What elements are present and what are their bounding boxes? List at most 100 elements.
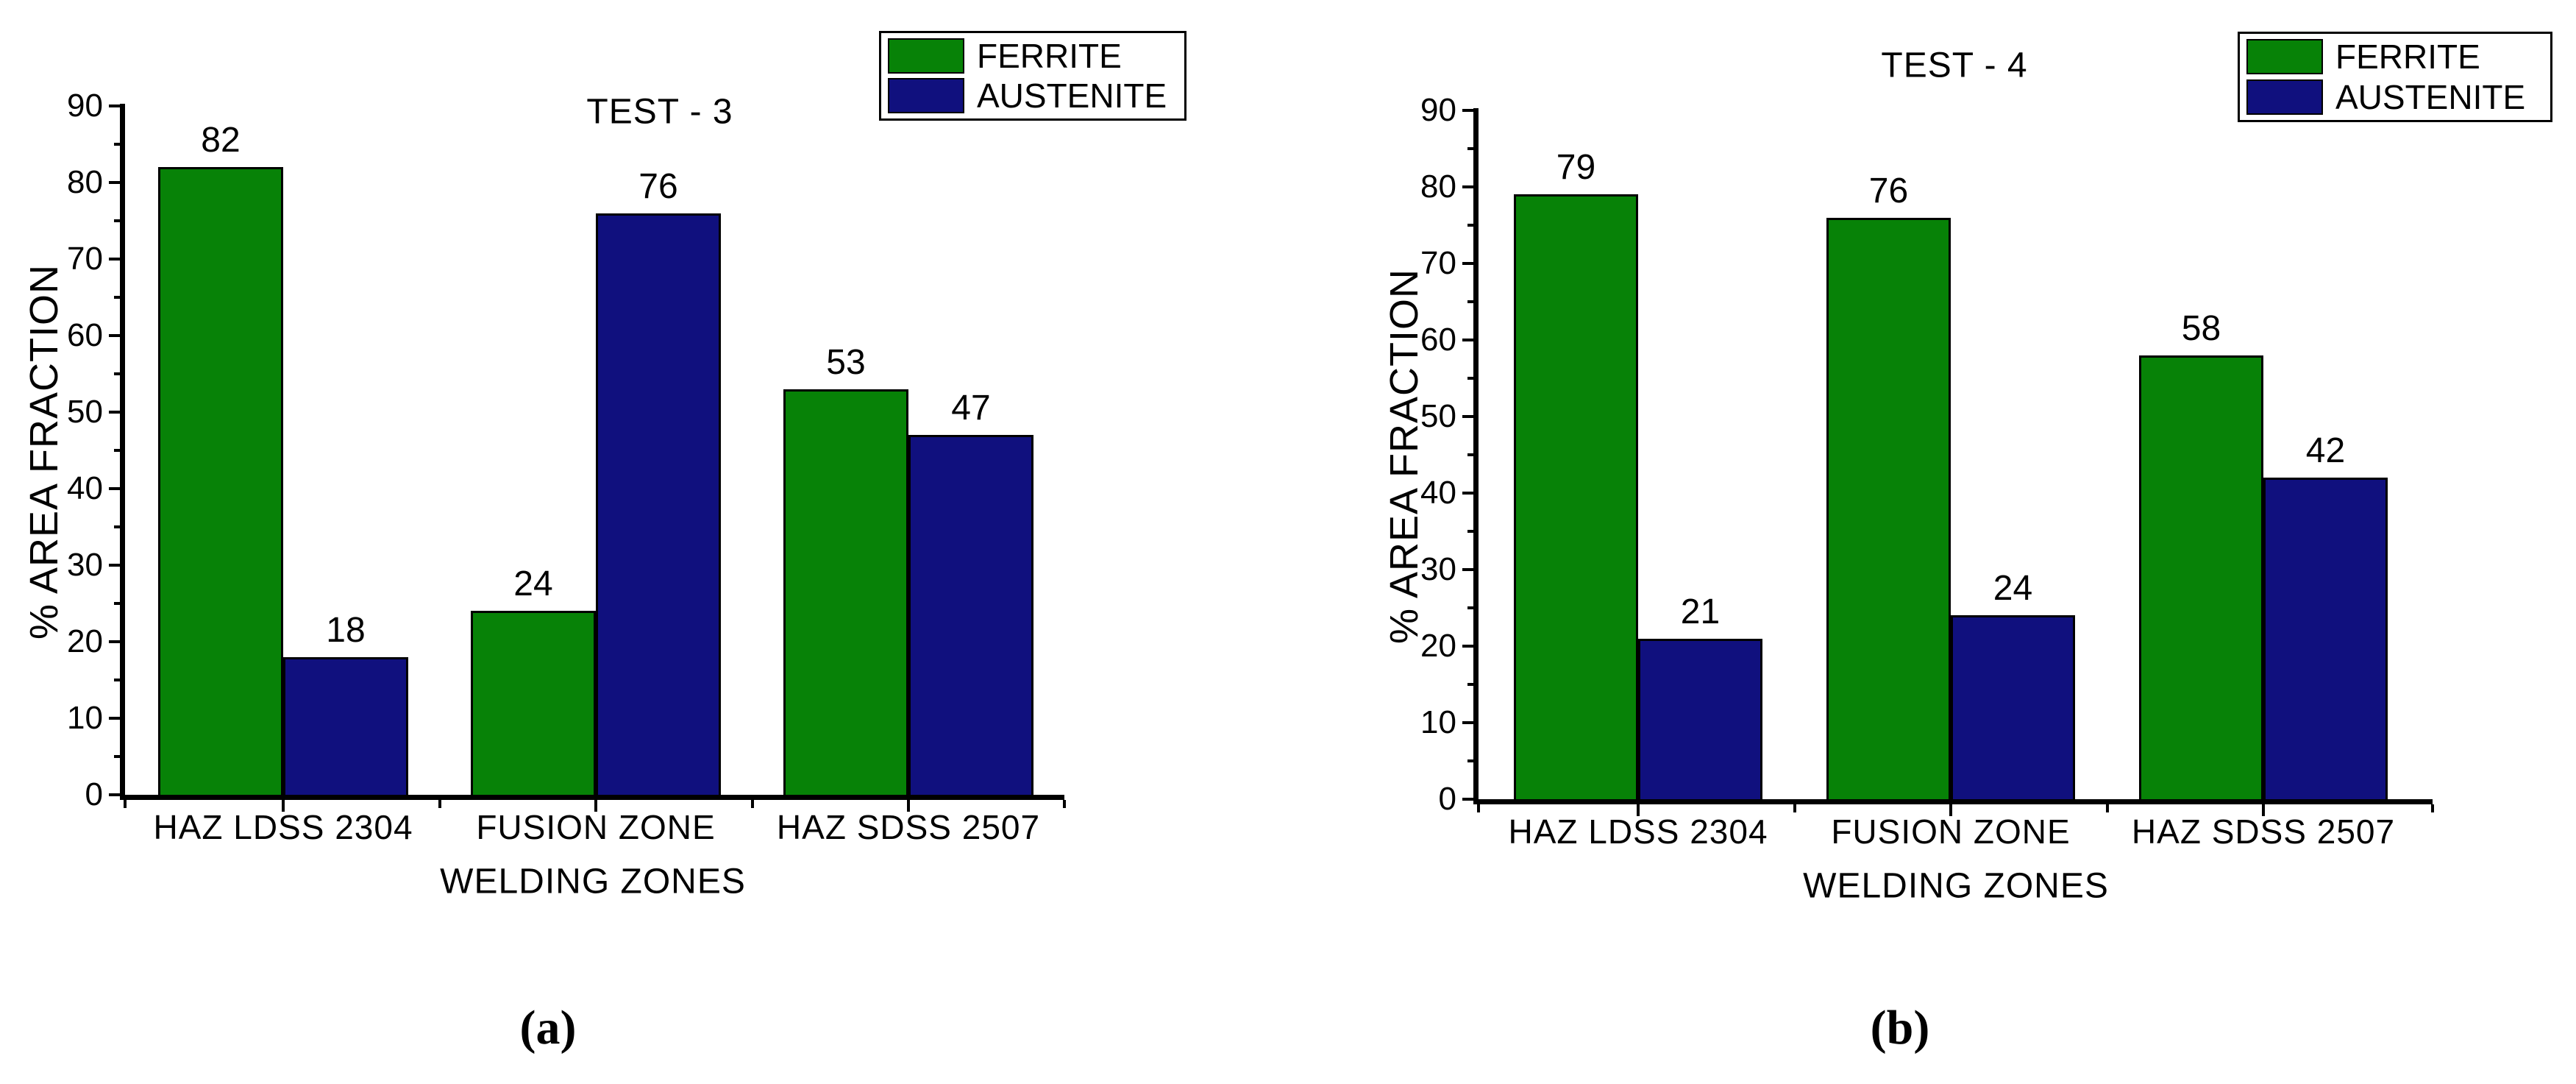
legend-item-ferrite: FERRITE xyxy=(2246,38,2544,76)
y-major-tick xyxy=(109,640,120,643)
y-tick-label: 40 xyxy=(1420,475,1456,511)
y-major-tick xyxy=(1462,109,1473,112)
y-tick-label: 50 xyxy=(67,394,103,430)
bar-ferrite-group1 xyxy=(1514,194,1638,804)
category-label: FUSION ZONE xyxy=(1831,812,2071,851)
legend: FERRITE AUSTENITE xyxy=(879,31,1186,121)
y-tick-label: 20 xyxy=(67,623,103,659)
x-major-tick xyxy=(1949,804,1952,816)
legend-item-ferrite: FERRITE xyxy=(888,37,1178,75)
y-minor-tick xyxy=(1467,453,1473,456)
bar-value-label: 82 xyxy=(201,121,241,160)
y-major-tick xyxy=(1462,262,1473,265)
austenite-color-swatch xyxy=(888,78,964,113)
legend-label-ferrite: FERRITE xyxy=(977,37,1122,75)
bar-value-label: 18 xyxy=(326,610,366,650)
y-minor-tick xyxy=(1467,606,1473,609)
y-tick-label: 30 xyxy=(67,547,103,583)
x-major-tick xyxy=(282,800,285,812)
bar-value-label: 79 xyxy=(1556,148,1596,188)
x-minor-tick xyxy=(1477,804,1480,812)
y-tick-label: 50 xyxy=(1420,398,1456,434)
y-tick-label: 20 xyxy=(1420,628,1456,664)
y-minor-tick xyxy=(1467,300,1473,303)
y-tick-label: 90 xyxy=(67,88,103,124)
bar-ferrite-group2 xyxy=(1826,217,1951,804)
y-minor-tick xyxy=(114,296,120,299)
bar-value-label: 58 xyxy=(2181,308,2221,348)
legend-label-austenite: AUSTENITE xyxy=(977,77,1167,115)
y-minor-tick xyxy=(114,449,120,452)
bar-ferrite-group3 xyxy=(783,389,908,800)
y-major-tick xyxy=(109,564,120,567)
y-tick-label: 70 xyxy=(67,241,103,277)
x-major-tick xyxy=(1637,804,1640,816)
bar-austenite-group1 xyxy=(283,656,408,800)
bar-austenite-group3 xyxy=(908,435,1033,800)
y-axis-line xyxy=(120,104,125,800)
y-minor-tick xyxy=(1467,224,1473,227)
x-minor-tick xyxy=(438,800,441,808)
y-tick-label: 40 xyxy=(67,470,103,506)
y-minor-tick xyxy=(1467,683,1473,686)
y-minor-tick xyxy=(114,525,120,528)
legend-label-ferrite: FERRITE xyxy=(2335,38,2480,76)
y-tick-label: 70 xyxy=(1420,245,1456,281)
x-minor-tick xyxy=(2105,804,2109,812)
y-tick-label: 10 xyxy=(1420,704,1456,740)
category-label: HAZ LDSS 2304 xyxy=(153,808,413,846)
chart-title: TEST - 4 xyxy=(1881,46,2028,85)
y-major-tick xyxy=(109,104,120,107)
y-minor-tick xyxy=(114,143,120,146)
bar-value-label: 47 xyxy=(951,389,991,428)
bar-austenite-group3 xyxy=(2263,478,2388,804)
y-major-tick xyxy=(109,334,120,337)
y-tick-label: 60 xyxy=(1420,322,1456,358)
category-label: FUSION ZONE xyxy=(476,808,716,846)
x-minor-tick xyxy=(124,800,127,808)
y-major-tick xyxy=(109,717,120,720)
chart-title: TEST - 3 xyxy=(586,92,733,132)
x-axis-line xyxy=(120,795,1064,800)
y-major-tick xyxy=(1462,415,1473,418)
x-major-tick xyxy=(2262,804,2265,816)
legend-item-austenite: AUSTENITE xyxy=(888,77,1178,115)
bar-austenite-group1 xyxy=(1638,638,1762,804)
y-major-tick xyxy=(1462,721,1473,724)
category-label: HAZ LDSS 2304 xyxy=(1508,812,1768,851)
y-minor-tick xyxy=(114,602,120,605)
category-label: HAZ SDSS 2507 xyxy=(776,808,1041,846)
y-axis-line xyxy=(1473,108,1479,804)
y-major-tick xyxy=(109,487,120,490)
bar-austenite-group2 xyxy=(1951,615,2075,804)
y-major-tick xyxy=(109,411,120,414)
x-minor-tick xyxy=(2431,804,2434,812)
y-minor-tick xyxy=(1467,147,1473,150)
bar-ferrite-group1 xyxy=(158,167,283,800)
austenite-color-swatch xyxy=(2246,79,2323,115)
x-axis-line xyxy=(1473,799,2433,804)
x-major-tick xyxy=(907,800,910,812)
y-tick-label: 60 xyxy=(67,317,103,353)
y-minor-tick xyxy=(1467,759,1473,762)
y-tick-label: 0 xyxy=(1438,781,1456,817)
x-axis-title: WELDING ZONES xyxy=(1803,866,2109,906)
bar-value-label: 76 xyxy=(638,166,678,206)
x-major-tick xyxy=(594,800,597,812)
y-tick-label: 80 xyxy=(1420,169,1456,205)
bar-value-label: 21 xyxy=(1680,592,1721,631)
subfigure-caption-a: (a) xyxy=(519,1001,577,1055)
bar-value-label: 42 xyxy=(2305,431,2346,471)
y-tick-label: 30 xyxy=(1420,551,1456,587)
subfigure-caption-b: (b) xyxy=(1870,1001,1930,1055)
y-major-tick xyxy=(109,181,120,184)
bar-value-label: 53 xyxy=(826,342,866,382)
y-major-tick xyxy=(1462,798,1473,801)
y-minor-tick xyxy=(114,679,120,681)
legend: FERRITE AUSTENITE xyxy=(2238,32,2552,122)
y-minor-tick xyxy=(114,219,120,222)
ferrite-color-swatch xyxy=(2246,39,2323,74)
legend-item-austenite: AUSTENITE xyxy=(2246,78,2544,116)
y-major-tick xyxy=(1462,339,1473,341)
